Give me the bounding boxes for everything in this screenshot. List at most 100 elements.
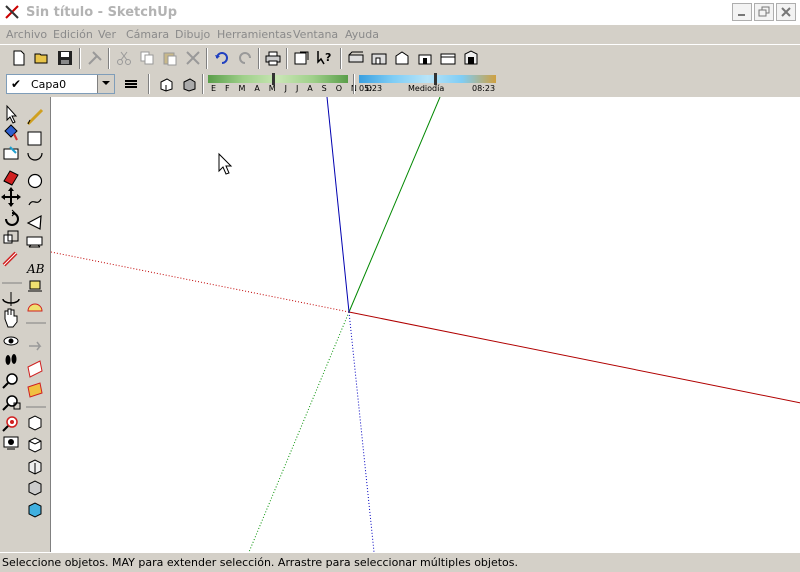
window-title: Sin título - SketchUp	[26, 5, 178, 20]
layers-stack-icon	[125, 80, 137, 88]
dimension-icon[interactable]	[26, 236, 43, 248]
svg-text:?: ?	[325, 51, 331, 64]
view-left-button[interactable]	[437, 47, 459, 69]
new-button[interactable]	[8, 47, 30, 69]
folder-open-icon	[34, 53, 48, 64]
month-slider-handle[interactable]	[272, 73, 275, 85]
axes-tool-icon[interactable]	[28, 280, 42, 292]
minimize-button[interactable]	[732, 3, 752, 21]
menu-ayuda[interactable]: Ayuda	[345, 28, 379, 41]
eraser-icon[interactable]	[3, 170, 19, 186]
month-labels: E F M A M J J A S O N D	[211, 84, 376, 93]
save-icon	[58, 51, 72, 65]
model-info-button[interactable]	[291, 47, 313, 69]
previous-view-icon[interactable]	[3, 436, 19, 450]
tool-palette-icons: AB	[1, 104, 46, 518]
purge-button[interactable]	[84, 47, 106, 69]
delete-x-icon	[186, 51, 200, 65]
paste-icon	[163, 52, 177, 66]
view-perspective-small-icon[interactable]	[28, 502, 42, 518]
view-front-small-icon[interactable]	[28, 459, 42, 475]
title-bar: Sin título - SketchUp	[0, 0, 800, 25]
view-front-button[interactable]	[368, 47, 390, 69]
view-back-icon	[418, 54, 432, 65]
paste-button[interactable]	[159, 47, 181, 69]
open-button[interactable]	[31, 47, 53, 69]
menu-edicion[interactable]: Edición	[53, 28, 93, 41]
zoom-icon[interactable]	[2, 373, 18, 389]
layer-dropdown[interactable]: ✔ Capa0	[6, 74, 115, 94]
view-top-small-icon[interactable]	[28, 437, 42, 453]
menu-camara[interactable]: Cámara	[126, 28, 170, 41]
follow-me-icon[interactable]	[29, 341, 42, 351]
cut-button[interactable]	[113, 47, 135, 69]
minimize-icon	[738, 14, 745, 16]
restore-button[interactable]	[754, 3, 774, 21]
time-noon-label: Mediodía	[408, 84, 445, 93]
shadow-settings-button[interactable]	[155, 73, 177, 95]
paint-bucket-icon[interactable]	[4, 124, 18, 141]
zoom-extents-icon[interactable]	[2, 416, 18, 432]
view-side-small-icon[interactable]	[28, 480, 42, 496]
walk-footprints-icon[interactable]	[5, 354, 17, 365]
view-bottom-button[interactable]	[460, 47, 482, 69]
view-right-button[interactable]	[391, 47, 413, 69]
new-file-icon	[13, 50, 25, 66]
dropdown-arrow-button[interactable]	[97, 75, 114, 93]
scale-tool-icon[interactable]	[3, 230, 19, 244]
status-message: Seleccione objetos. MAY para extender se…	[2, 556, 519, 569]
month-slider[interactable]	[208, 75, 348, 83]
drawing-canvas[interactable]	[50, 96, 800, 553]
green-axis-negative	[248, 311, 350, 553]
section-plane-icon[interactable]	[27, 382, 43, 398]
layer-manager-button[interactable]	[120, 73, 142, 95]
time-slider-handle[interactable]	[434, 73, 437, 85]
printer-icon	[265, 51, 281, 66]
time-slider[interactable]	[359, 75, 496, 83]
view-back-button[interactable]	[414, 47, 436, 69]
display-shadows-button[interactable]	[178, 73, 200, 95]
view-iso-button[interactable]	[345, 47, 367, 69]
view-iso-small-icon[interactable]	[28, 415, 42, 431]
standard-toolbar: ?	[0, 44, 800, 72]
separator	[340, 48, 342, 69]
move-tool-icon[interactable]	[1, 187, 21, 207]
mouse-cursor-icon	[218, 152, 233, 175]
tool-palette: AB	[0, 97, 50, 552]
offset-icon[interactable]	[27, 360, 43, 378]
freehand-icon[interactable]	[28, 198, 42, 206]
chevron-down-icon	[102, 81, 110, 85]
menu-dibujo[interactable]: Dibujo	[175, 28, 211, 41]
protractor-icon[interactable]	[27, 303, 43, 312]
copy-icon	[140, 51, 154, 65]
pencil-line-icon[interactable]	[26, 108, 44, 126]
undo-button[interactable]	[211, 47, 233, 69]
menu-archivo[interactable]: Archivo	[6, 28, 48, 41]
tape-measure-icon[interactable]	[2, 251, 18, 267]
text-tool-icon[interactable]: AB	[26, 262, 45, 276]
copy-button[interactable]	[136, 47, 158, 69]
rotate-tool-icon[interactable]	[5, 209, 19, 226]
erase-button[interactable]	[182, 47, 204, 69]
close-button[interactable]	[776, 3, 796, 21]
select-tool-icon[interactable]	[6, 104, 18, 124]
zoom-window-icon[interactable]	[2, 395, 21, 411]
help-button[interactable]: ?	[314, 47, 336, 69]
arc-icon[interactable]	[27, 152, 43, 161]
separator	[353, 74, 355, 94]
print-button[interactable]	[262, 47, 284, 69]
walk-look-icon[interactable]	[3, 336, 19, 346]
pan-hand-icon[interactable]	[4, 308, 18, 328]
redo-button[interactable]	[234, 47, 256, 69]
separator	[202, 74, 204, 94]
menu-ver[interactable]: Ver	[98, 28, 116, 41]
save-button[interactable]	[54, 47, 76, 69]
menu-herramientas[interactable]: Herramientas	[217, 28, 292, 41]
separator	[148, 74, 150, 94]
push-pull-icon[interactable]	[3, 146, 19, 160]
polygon-icon[interactable]	[26, 214, 42, 230]
orbit-tool-icon[interactable]	[2, 292, 20, 306]
circle-icon[interactable]	[27, 173, 43, 189]
menu-ventana[interactable]: Ventana	[293, 28, 339, 41]
rectangle-icon[interactable]	[27, 131, 42, 146]
